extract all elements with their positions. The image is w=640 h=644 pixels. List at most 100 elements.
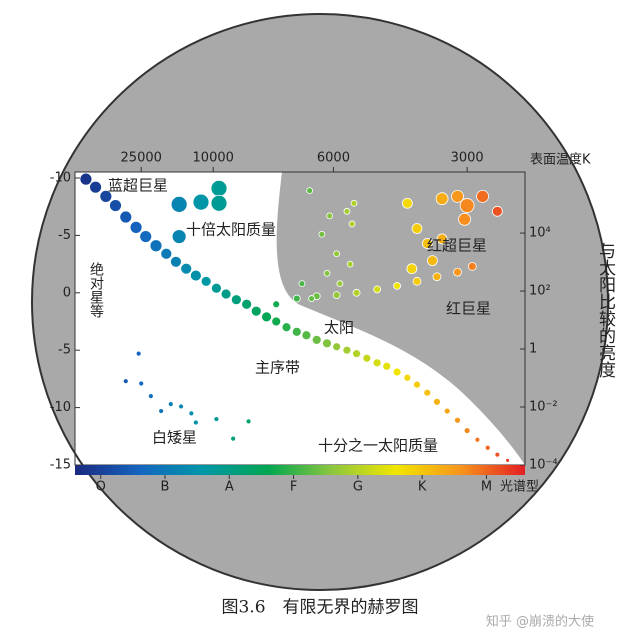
x-tick-label: A	[225, 480, 234, 495]
star	[180, 262, 193, 275]
star	[192, 419, 199, 426]
star	[306, 187, 314, 195]
x2-tick-label: 3000	[451, 151, 484, 166]
star	[250, 305, 262, 317]
x-tick-label: G	[353, 480, 363, 495]
star	[352, 288, 361, 297]
star	[412, 276, 422, 286]
annotation: 蓝超巨星	[108, 177, 168, 195]
star	[403, 373, 412, 382]
x2-tick-label: 6000	[317, 151, 350, 166]
star	[467, 261, 477, 271]
star	[443, 407, 451, 415]
star	[167, 401, 174, 408]
star	[192, 193, 210, 211]
star	[261, 311, 272, 323]
star	[436, 233, 448, 245]
star	[453, 267, 462, 277]
star	[89, 180, 102, 194]
star	[451, 189, 464, 203]
y-tick-label: -5	[58, 228, 71, 243]
star	[459, 198, 475, 213]
star	[301, 330, 312, 341]
star	[332, 291, 341, 299]
star	[463, 427, 471, 434]
star	[79, 172, 93, 186]
y2-tick-label: 10²	[529, 284, 551, 299]
y2-tick-label: 10⁻⁴	[529, 458, 558, 473]
star	[342, 345, 352, 355]
y-tick-label: -10	[50, 171, 71, 186]
star	[362, 353, 372, 363]
star	[348, 220, 356, 228]
annotation: 十倍太阳质量	[186, 221, 276, 239]
star	[322, 338, 332, 349]
marks	[79, 172, 511, 463]
star	[505, 458, 511, 463]
star	[454, 416, 461, 424]
star	[433, 397, 441, 406]
star	[350, 199, 358, 207]
x-tick-label: F	[290, 480, 297, 495]
star	[99, 189, 113, 203]
star	[308, 295, 315, 302]
y2-label: 与太阳比较的亮度	[595, 242, 616, 378]
annotation: 十分之一太阳质量	[318, 437, 438, 455]
y-label-text: 绝对星等	[88, 262, 104, 318]
star	[423, 388, 432, 397]
star	[343, 207, 351, 215]
star	[326, 212, 333, 220]
colorbar	[75, 465, 525, 475]
y2-tick-label: 10⁻²	[529, 400, 558, 415]
star	[332, 342, 342, 352]
star	[271, 316, 282, 327]
plot-white-area	[75, 172, 525, 465]
x-label: 光谱型	[500, 480, 539, 495]
star	[211, 282, 222, 294]
y-tick-label: -5	[58, 343, 71, 358]
star	[352, 349, 361, 359]
x2-tick-label: 10000	[193, 151, 234, 166]
star	[139, 230, 153, 243]
y-label: 绝对星等	[88, 262, 104, 318]
star	[432, 272, 442, 282]
annotation: 红巨星	[446, 300, 491, 318]
star	[373, 285, 382, 294]
star	[346, 260, 354, 268]
x-tick-label: B	[161, 480, 170, 495]
star	[149, 239, 163, 253]
star	[421, 238, 433, 249]
x-tick-label: M	[481, 480, 492, 495]
star	[147, 393, 154, 400]
annotation: 红超巨星	[427, 237, 487, 255]
annotation: 白矮星	[152, 429, 197, 447]
star	[494, 451, 501, 458]
star	[311, 334, 322, 345]
y-tick-label: -10	[50, 400, 71, 415]
star	[188, 410, 195, 417]
star	[292, 294, 301, 303]
caption: 图3.6 有限无界的赫罗图	[221, 598, 418, 618]
star	[160, 247, 173, 260]
star	[171, 229, 187, 244]
star	[122, 378, 129, 385]
star	[393, 282, 401, 290]
star	[333, 250, 341, 258]
star	[323, 269, 331, 277]
star	[158, 408, 165, 414]
star	[245, 418, 252, 425]
star	[427, 255, 438, 267]
star	[230, 294, 242, 306]
x2-tick-label: 25000	[121, 151, 162, 166]
star	[119, 210, 133, 224]
star	[298, 280, 306, 288]
y-tick-label: -15	[50, 458, 71, 473]
star	[474, 436, 481, 443]
star	[435, 192, 449, 206]
star	[241, 298, 253, 310]
y-tick-label: 0	[63, 285, 71, 300]
star	[458, 212, 471, 226]
star	[413, 380, 421, 389]
